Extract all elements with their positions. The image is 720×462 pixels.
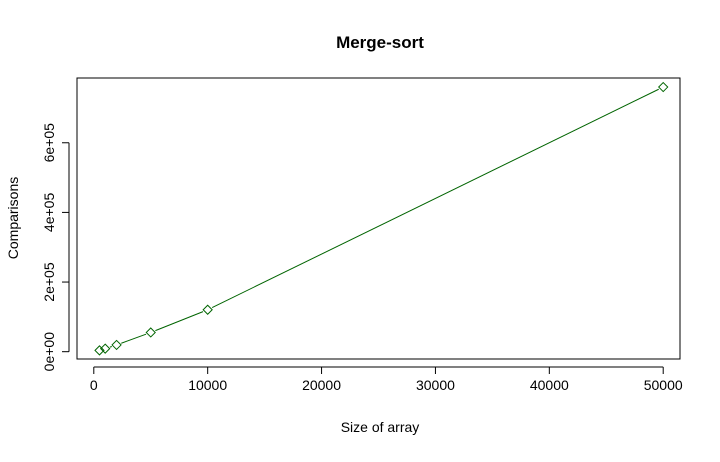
data-point-marker (145, 327, 156, 338)
series-line-segment (211, 88, 659, 309)
series-layer (94, 81, 669, 356)
x-axis: 0 10000 20000 30000 40000 50000 (90, 366, 683, 393)
plot-area-border (76, 77, 681, 360)
series-line-segment (109, 346, 112, 348)
x-axis-label: Size of array (341, 419, 420, 435)
y-tick-label: 6e+05 (41, 123, 57, 163)
data-point-marker (657, 81, 669, 93)
y-axis-label: Comparisons (5, 177, 21, 259)
x-tick-label: 30000 (416, 377, 455, 393)
series-line-segment (155, 311, 204, 332)
y-axis: 0e+00 2e+05 4e+05 6e+05 (41, 123, 70, 372)
data-point-marker (94, 345, 105, 356)
data-point-marker (99, 343, 111, 354)
x-tick-label: 40000 (530, 377, 569, 393)
x-tick-label: 10000 (188, 377, 227, 393)
y-tick-label: 4e+05 (41, 193, 57, 233)
x-tick-label: 50000 (644, 377, 683, 393)
chart-title: Merge-sort (336, 33, 424, 52)
x-tick-label: 0 (90, 377, 98, 393)
y-tick-label: 0e+00 (41, 332, 57, 372)
series-line-segment (121, 333, 147, 344)
data-point-marker (202, 304, 213, 315)
y-tick-label: 2e+05 (41, 262, 57, 302)
x-tick-label: 20000 (302, 377, 341, 393)
data-point-marker (111, 339, 122, 351)
